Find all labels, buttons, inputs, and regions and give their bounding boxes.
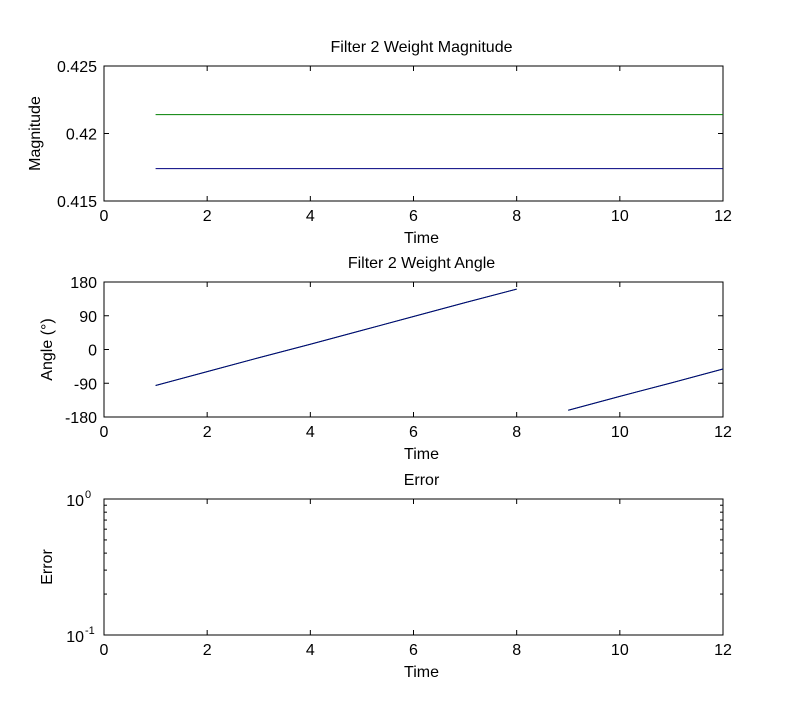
x-axis-label: Time <box>404 446 439 463</box>
x-tick-label: 12 <box>714 642 732 659</box>
axes-box <box>103 498 724 636</box>
y-tick-label: 90 <box>79 309 97 326</box>
x-tick-label: 2 <box>203 424 212 441</box>
x-tick-label: 8 <box>512 642 521 659</box>
x-tick-label: 4 <box>306 208 315 225</box>
chart-title: Filter 2 Weight Magnitude <box>330 39 512 56</box>
y-tick-exponent: -1 <box>85 625 95 637</box>
series-line-2 <box>568 368 724 411</box>
x-axis-label: Time <box>404 230 439 247</box>
x-tick-label: 6 <box>409 642 418 659</box>
y-tick-base: 10 <box>66 629 84 646</box>
y-tick-label: 10 <box>66 493 84 510</box>
x-tick-label: 0 <box>100 642 109 659</box>
y-tick-label: 0 <box>88 343 97 360</box>
axes-box <box>103 65 724 202</box>
y-tick-label: 180 <box>70 275 97 292</box>
x-tick-label: 0 <box>100 208 109 225</box>
y-tick-label: 0.415 <box>57 194 97 211</box>
x-tick-label: 2 <box>203 642 212 659</box>
x-tick-label: 0 <box>100 424 109 441</box>
x-tick-label: 10 <box>611 208 629 225</box>
chart-title: Filter 2 Weight Angle <box>348 255 495 272</box>
x-tick-label: 4 <box>306 424 315 441</box>
x-tick-label: 8 <box>512 208 521 225</box>
y-tick-label: -180 <box>65 410 97 427</box>
y-tick-exponent: 0 <box>85 489 91 501</box>
chart-panel-1: 0 2 4 6 8 10 12 0.415 0.42 0.425 Filter 2 Weight M… <box>27 39 732 247</box>
x-axis-label: Time <box>404 664 439 681</box>
series-line-2 <box>155 288 517 386</box>
chart-panel-2: 0 2 4 6 8 10 12 -180 -90 0 90 180 Filter 2 Weight An… <box>39 255 732 463</box>
x-tick-label: 6 <box>409 424 418 441</box>
x-tick-label: 12 <box>714 424 732 441</box>
y-tick-label: -90 <box>74 376 97 393</box>
y-tick-label: 10 <box>66 629 84 646</box>
x-tick-label: 8 <box>512 424 521 441</box>
y-axis-label: Magnitude <box>27 96 44 171</box>
x-tick-label: 10 <box>611 424 629 441</box>
chart-title: Error <box>404 472 440 489</box>
axes-box <box>103 281 724 418</box>
x-tick-label: 4 <box>306 642 315 659</box>
y-axis-label: Angle (°) <box>39 318 56 380</box>
y-tick-base: 10 <box>66 493 84 510</box>
x-tick-label: 6 <box>409 208 418 225</box>
x-tick-label: 10 <box>611 642 629 659</box>
x-tick-label: 2 <box>203 208 212 225</box>
y-axis-label: Error <box>39 549 56 585</box>
y-tick-label: 0.42 <box>66 127 97 144</box>
x-tick-label: 12 <box>714 208 732 225</box>
y-tick-label: 0.425 <box>57 59 97 76</box>
